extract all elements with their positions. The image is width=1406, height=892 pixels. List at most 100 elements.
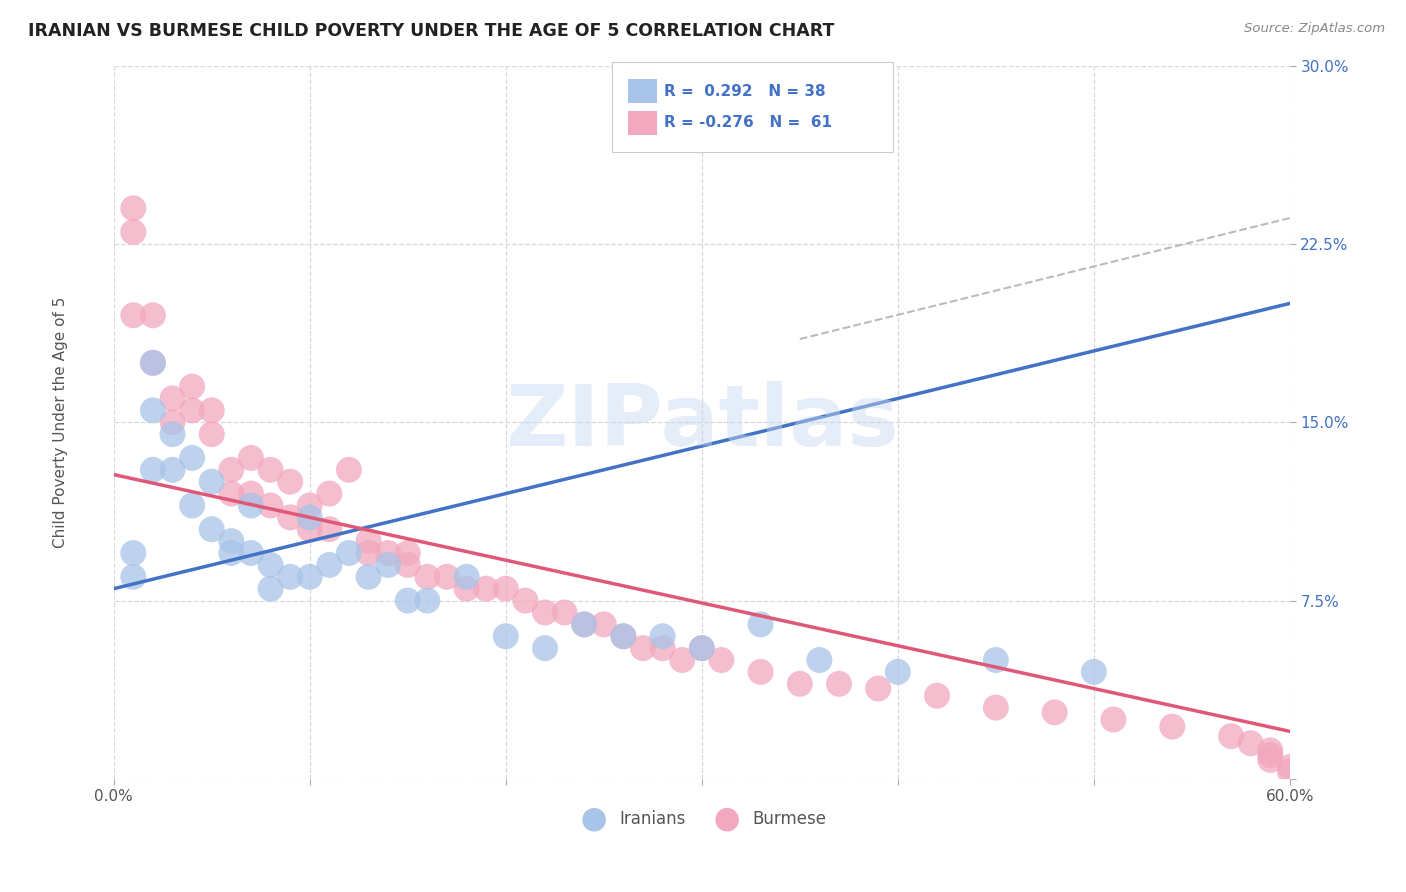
Point bbox=[377, 558, 399, 572]
Point bbox=[456, 570, 478, 584]
Point bbox=[239, 546, 262, 560]
Point bbox=[318, 486, 340, 500]
Point bbox=[357, 570, 380, 584]
Point bbox=[572, 617, 595, 632]
Point bbox=[162, 463, 184, 477]
Point bbox=[162, 392, 184, 406]
Point bbox=[142, 403, 165, 417]
Point bbox=[416, 570, 439, 584]
Point bbox=[749, 617, 772, 632]
Point bbox=[749, 665, 772, 679]
Point bbox=[181, 379, 204, 393]
Point bbox=[181, 499, 204, 513]
Point bbox=[318, 522, 340, 536]
Point bbox=[651, 641, 673, 656]
Point bbox=[396, 546, 419, 560]
Point bbox=[690, 641, 713, 656]
Text: ZIPatlas: ZIPatlas bbox=[505, 381, 898, 464]
Point bbox=[278, 510, 301, 524]
Point bbox=[298, 510, 321, 524]
Point bbox=[868, 681, 890, 696]
Point bbox=[671, 653, 693, 667]
Point bbox=[495, 582, 517, 596]
Point bbox=[1161, 720, 1184, 734]
Point bbox=[122, 570, 145, 584]
Point bbox=[298, 570, 321, 584]
Point bbox=[221, 486, 243, 500]
Point bbox=[201, 427, 224, 442]
Point bbox=[298, 499, 321, 513]
Point bbox=[259, 463, 281, 477]
Point bbox=[925, 689, 948, 703]
Point bbox=[887, 665, 910, 679]
Point bbox=[1240, 736, 1263, 750]
Point bbox=[984, 653, 1007, 667]
Point bbox=[239, 486, 262, 500]
Point bbox=[475, 582, 498, 596]
Point bbox=[612, 629, 634, 643]
Point bbox=[612, 629, 634, 643]
Point bbox=[278, 570, 301, 584]
Point bbox=[1278, 764, 1301, 779]
Point bbox=[592, 617, 614, 632]
Point bbox=[1102, 713, 1125, 727]
Point bbox=[554, 606, 576, 620]
Point bbox=[337, 546, 360, 560]
Point bbox=[142, 463, 165, 477]
Point bbox=[181, 450, 204, 465]
Point bbox=[495, 629, 517, 643]
Point bbox=[1083, 665, 1105, 679]
Point bbox=[808, 653, 831, 667]
Point bbox=[162, 415, 184, 429]
Point bbox=[1258, 743, 1281, 757]
Point bbox=[710, 653, 733, 667]
Point bbox=[631, 641, 654, 656]
Point bbox=[298, 522, 321, 536]
Point bbox=[142, 356, 165, 370]
Point bbox=[122, 308, 145, 322]
Point bbox=[1043, 706, 1066, 720]
Point bbox=[436, 570, 458, 584]
Point bbox=[259, 582, 281, 596]
Point bbox=[357, 534, 380, 549]
Point bbox=[221, 546, 243, 560]
Point bbox=[259, 558, 281, 572]
Point bbox=[259, 499, 281, 513]
Point bbox=[534, 606, 557, 620]
Text: R = -0.276   N =  61: R = -0.276 N = 61 bbox=[664, 115, 831, 130]
Legend: Iranians, Burmese: Iranians, Burmese bbox=[571, 804, 832, 835]
Text: Child Poverty Under the Age of 5: Child Poverty Under the Age of 5 bbox=[53, 296, 69, 548]
Point bbox=[1220, 729, 1243, 743]
Point bbox=[789, 677, 811, 691]
Point bbox=[122, 225, 145, 239]
Point bbox=[318, 558, 340, 572]
Point bbox=[1258, 753, 1281, 767]
Point bbox=[396, 558, 419, 572]
Point bbox=[122, 546, 145, 560]
Point bbox=[828, 677, 851, 691]
Point bbox=[162, 427, 184, 442]
Point bbox=[181, 403, 204, 417]
Point bbox=[221, 534, 243, 549]
Point bbox=[278, 475, 301, 489]
Point bbox=[377, 546, 399, 560]
Point bbox=[534, 641, 557, 656]
Point bbox=[221, 463, 243, 477]
Point bbox=[572, 617, 595, 632]
Point bbox=[651, 629, 673, 643]
Point bbox=[239, 499, 262, 513]
Point bbox=[396, 593, 419, 607]
Text: IRANIAN VS BURMESE CHILD POVERTY UNDER THE AGE OF 5 CORRELATION CHART: IRANIAN VS BURMESE CHILD POVERTY UNDER T… bbox=[28, 22, 835, 40]
Point bbox=[122, 201, 145, 215]
Point bbox=[1278, 760, 1301, 774]
Point bbox=[201, 475, 224, 489]
Point bbox=[357, 546, 380, 560]
Point bbox=[1258, 748, 1281, 763]
Point bbox=[515, 593, 537, 607]
Point bbox=[142, 308, 165, 322]
Text: Source: ZipAtlas.com: Source: ZipAtlas.com bbox=[1244, 22, 1385, 36]
Point bbox=[456, 582, 478, 596]
Point bbox=[142, 356, 165, 370]
Point bbox=[416, 593, 439, 607]
Point bbox=[201, 403, 224, 417]
